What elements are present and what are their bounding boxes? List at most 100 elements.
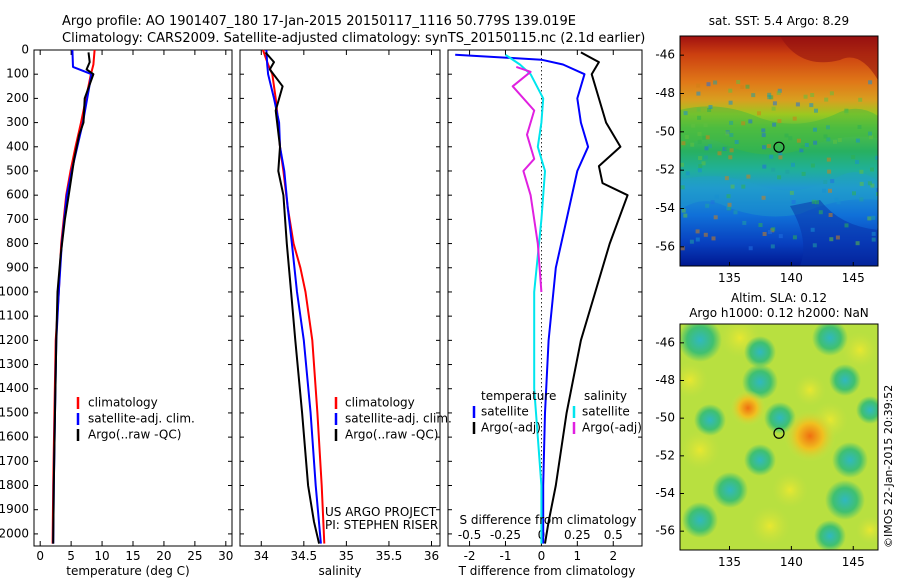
- series-line-satellite-adj-clim-: [265, 49, 322, 544]
- map-y-tick-label: -46: [655, 335, 675, 349]
- y-tick-label: 300: [6, 115, 29, 129]
- y-tick-label: 0: [21, 43, 29, 57]
- x-tick-label: 1: [574, 549, 582, 563]
- x-tick-label: 30: [218, 549, 233, 563]
- legend-label-sal-argo: Argo(-adj): [582, 421, 642, 435]
- map-x-tick-label: 135: [718, 271, 741, 285]
- map-y-tick-label: -56: [655, 239, 675, 253]
- project-credit: US ARGO PROJECT: [325, 505, 437, 519]
- x-tick-label: 15: [125, 549, 140, 563]
- map-y-tick-label: -48: [655, 373, 675, 387]
- y-tick-label: 1300: [0, 357, 29, 371]
- legend-label-climatology: climatology: [88, 396, 158, 410]
- y-tick-label: 2000: [0, 526, 29, 540]
- difference-axes: [447, 49, 643, 547]
- map-x-tick-label: 145: [842, 271, 865, 285]
- map-y-tick-label: -54: [655, 201, 675, 215]
- legend-label-argo: Argo(..raw -QC): [345, 428, 438, 442]
- x-tick-label: 0: [538, 549, 546, 563]
- difference-legend: temperature salinity satellite Argo(-adj…: [472, 389, 642, 435]
- map-x-tick-label: 135: [718, 555, 741, 569]
- sla-heatmap: [680, 324, 878, 550]
- sla-map-subtitle: Argo h1000: 0.12 h2000: NaN: [689, 306, 869, 320]
- x-tick-label: 34.5: [290, 549, 317, 563]
- argo-location-marker: [773, 141, 785, 153]
- y-tick-label: 600: [6, 188, 29, 202]
- legend-label-climatology: climatology: [345, 396, 415, 410]
- y-tick-label: 1100: [0, 309, 29, 323]
- legend-header-salinity: salinity: [584, 389, 627, 403]
- imos-timestamp: ©IMOS 22-Jan-2015 20:39:52: [882, 385, 895, 548]
- s-tick-label: -0.25: [490, 528, 521, 542]
- y-tick-label: 1700: [0, 454, 29, 468]
- y-tick-label: 500: [6, 163, 29, 177]
- sst-map-title: sat. SST: 5.4 Argo: 8.29: [709, 14, 849, 28]
- sst-map-frame: [679, 35, 879, 267]
- legend-label-temp-argo: Argo(-adj): [481, 421, 541, 435]
- argo-location-marker: [773, 427, 785, 439]
- t-difference-label: T difference from climatology: [458, 564, 636, 578]
- x-tick-label: 2: [609, 549, 617, 563]
- y-tick-label: 1500: [0, 405, 29, 419]
- y-tick-label: 100: [6, 67, 29, 81]
- map-y-tick-label: -48: [655, 86, 675, 100]
- map-y-tick-label: -52: [655, 448, 675, 462]
- s-tick-label: 0.25: [564, 528, 591, 542]
- salinity-axes: [239, 49, 441, 547]
- s-tick-label: -0.5: [458, 528, 481, 542]
- map-y-tick-label: -50: [655, 411, 675, 425]
- salinity-legend: climatology satellite-adj. clim. Argo(..…: [334, 396, 452, 442]
- map-y-tick-label: -56: [655, 524, 675, 538]
- y-tick-label: 1200: [0, 333, 29, 347]
- y-tick-label: 400: [6, 139, 29, 153]
- x-tick-label: -2: [464, 549, 476, 563]
- series-line-salinity-argo-adj-: [511, 65, 543, 293]
- header-line-1: Argo profile: AO 1901407_180 17-Jan-2015…: [62, 14, 576, 29]
- s-difference-label: S difference from climatology: [460, 513, 637, 527]
- y-tick-label: 1800: [0, 478, 29, 492]
- x-tick-label: 35: [339, 549, 354, 563]
- map-y-tick-label: -50: [655, 124, 675, 138]
- x-tick-label: 36: [424, 549, 439, 563]
- map-y-tick-label: -54: [655, 486, 675, 500]
- series-line-argo-raw-qc-: [52, 52, 95, 544]
- x-tick-label: 10: [94, 549, 109, 563]
- y-tick-label: 800: [6, 236, 29, 250]
- series-line-temperature-argo-adj-: [544, 51, 629, 544]
- legend-label-argo: Argo(..raw -QC): [88, 428, 181, 442]
- temperature-axes: [33, 49, 233, 547]
- pi-credit: PI: STEPHEN RISER: [325, 518, 438, 532]
- legend-label-satellite: satellite-adj. clim.: [345, 412, 452, 426]
- legend-label-sal-satellite: satellite: [582, 405, 630, 419]
- x-tick-label: 35.5: [376, 549, 403, 563]
- legend-label-temp-satellite: satellite: [481, 405, 529, 419]
- legend-label-satellite: satellite-adj. clim.: [88, 412, 195, 426]
- sla-map-title: Altim. SLA: 0.12: [731, 291, 827, 305]
- map-x-tick-label: 140: [780, 555, 803, 569]
- series-line-argo-raw-qc-: [264, 51, 321, 544]
- temperature-axis-label: temperature (deg C): [66, 564, 189, 578]
- sst-heatmap: [680, 36, 878, 266]
- x-tick-label: 20: [156, 549, 171, 563]
- salinity-axis-label: salinity: [318, 564, 361, 578]
- y-tick-label: 1000: [0, 284, 29, 298]
- map-y-tick-label: -52: [655, 163, 675, 177]
- x-tick-label: -1: [499, 549, 511, 563]
- s-tick-label: 0.5: [604, 528, 623, 542]
- sla-map-frame: [679, 323, 879, 551]
- temperature-legend: climatology satellite-adj. clim. Argo(..…: [76, 396, 195, 442]
- x-tick-label: 25: [187, 549, 202, 563]
- y-tick-label: 900: [6, 260, 29, 274]
- y-tick-label: 1600: [0, 430, 29, 444]
- series-line-temperature-satellite: [455, 53, 590, 544]
- y-tick-label: 1900: [0, 502, 29, 516]
- map-x-tick-label: 145: [842, 555, 865, 569]
- header-line-2: Climatology: CARS2009. Satellite-adjuste…: [62, 31, 645, 46]
- map-y-tick-label: -46: [655, 48, 675, 62]
- x-tick-label: 5: [67, 549, 75, 563]
- legend-header-temperature: temperature: [481, 389, 556, 403]
- y-tick-label: 1400: [0, 381, 29, 395]
- map-x-tick-label: 140: [780, 271, 803, 285]
- y-tick-label: 200: [6, 91, 29, 105]
